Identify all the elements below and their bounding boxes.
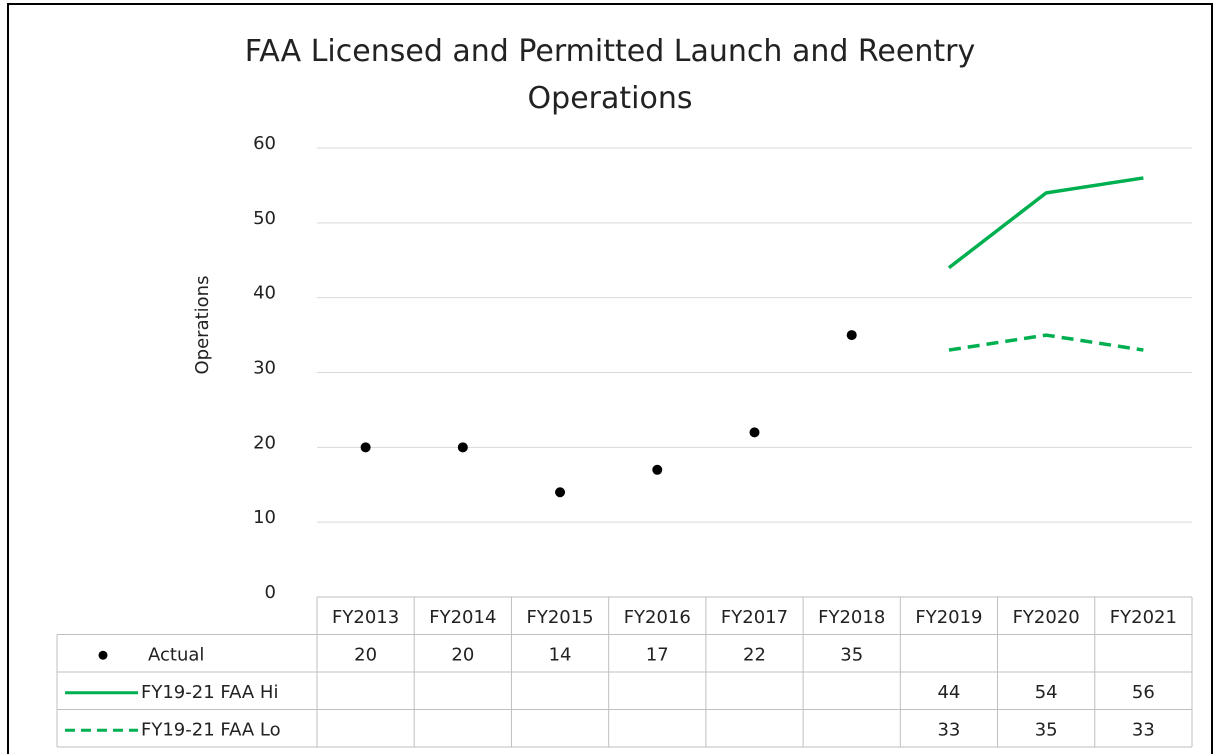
y-tick-label: 0	[265, 582, 276, 603]
series-line	[947, 176, 1144, 270]
data-point	[360, 442, 371, 453]
x-tick-label: FY2017	[721, 607, 788, 628]
data-point	[457, 442, 468, 453]
x-tick-label: FY2015	[526, 607, 593, 628]
y-tick-label: 10	[253, 507, 276, 528]
table-value: 35	[1035, 719, 1058, 740]
x-tick-label: FY2016	[624, 607, 691, 628]
legend-marker	[98, 650, 108, 660]
x-tick-label: FY2019	[915, 607, 982, 628]
table-value: 20	[451, 644, 474, 665]
x-tick-label: FY2013	[332, 607, 399, 628]
data-point	[652, 464, 663, 475]
table-value: 17	[646, 644, 669, 665]
y-tick-label: 30	[253, 358, 276, 379]
table-value: 14	[549, 644, 572, 665]
y-tick-label: 20	[253, 432, 276, 453]
x-tick-label: FY2020	[1013, 607, 1080, 628]
table-value: 20	[354, 644, 377, 665]
table-value: 44	[937, 682, 960, 703]
legend-label: FY19-21 FAA Hi	[141, 682, 278, 703]
data-point	[846, 330, 857, 341]
table-value: 54	[1035, 682, 1058, 703]
data-point	[749, 427, 760, 438]
y-tick-label: 50	[253, 208, 276, 229]
y-tick-label: 40	[253, 283, 276, 304]
y-axis-title: Operations	[192, 276, 213, 375]
data-point	[555, 487, 566, 498]
table-value: 22	[743, 644, 766, 665]
chart-title: FAA Licensed and Permitted Launch and Re…	[244, 34, 976, 116]
table-value: 56	[1132, 682, 1155, 703]
x-tick-label: FY2014	[429, 607, 496, 628]
legend-label: FY19-21 FAA Lo	[141, 719, 281, 740]
series-line	[948, 333, 1144, 352]
legend-label: Actual	[148, 644, 204, 665]
x-tick-label: FY2021	[1110, 607, 1177, 628]
y-tick-label: 60	[253, 133, 276, 154]
table-value: 33	[1132, 719, 1155, 740]
x-tick-label: FY2018	[818, 607, 885, 628]
chart-border	[7, 3, 1213, 754]
table-value: 35	[840, 644, 863, 665]
table-value: 33	[937, 719, 960, 740]
